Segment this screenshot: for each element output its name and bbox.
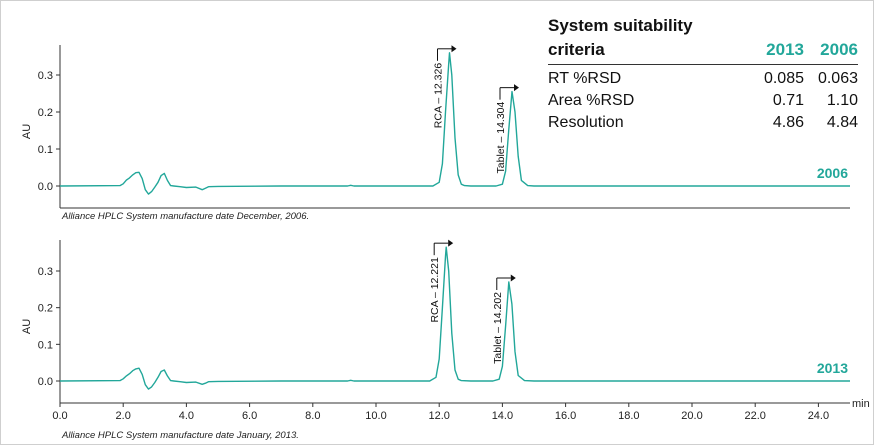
x-tick-label: 16.0 [555, 410, 576, 422]
suitability-value-2006: 4.84 [826, 114, 858, 131]
suitability-header-row: criteria 2013 2006 [548, 40, 858, 65]
peak-annotation: Tablet – 14.202 [492, 274, 516, 364]
system-suitability-table: System suitability criteria 2013 2006 RT… [548, 14, 858, 134]
peak-arrow-head [510, 274, 516, 282]
x-tick-label: 22.0 [744, 410, 765, 422]
y-tick-label: 0.0 [38, 376, 53, 388]
y-tick-label: 0.2 [38, 303, 53, 315]
peak-arrow-head [448, 239, 454, 247]
series-year-label: 2013 [817, 360, 848, 376]
suitability-value-2013: 4.86 [772, 114, 804, 131]
x-tick-label: 10.0 [365, 410, 386, 422]
x-tick-label: 24.0 [808, 410, 829, 422]
x-tick-label: 4.0 [179, 410, 194, 422]
y-tick-label: 0.1 [38, 144, 53, 156]
chromatogram-trace-2013 [59, 246, 850, 390]
suitability-header-2006: 2006 [820, 40, 858, 59]
y-tick-label: 0.1 [38, 339, 53, 351]
suitability-header-2013: 2013 [766, 40, 804, 59]
peak-label: Tablet – 14.202 [492, 292, 504, 364]
y-tick-label: 0.2 [38, 107, 53, 119]
chromatogram-trace-2006 [59, 52, 850, 195]
peak-annotation: Tablet – 14.304 [495, 84, 520, 173]
panel-caption: Alliance HPLC System manufacture date Ja… [61, 430, 299, 441]
peak-arrow-head [451, 45, 457, 53]
suitability-row-label: RT %RSD [548, 70, 622, 87]
suitability-row-label: Resolution [548, 114, 624, 131]
x-tick-label: 2.0 [116, 410, 131, 422]
x-tick-label: 0.0 [52, 410, 67, 422]
x-tick-label: 6.0 [242, 410, 257, 422]
chromatogram-panel-2006: 0.0 0.1 0.2 0.3 AU RCA – 12.326 Tablet – 14.30… [21, 45, 850, 222]
series-year-label: 2006 [817, 165, 848, 181]
peak-label: Tablet – 14.304 [495, 101, 507, 173]
y-tick-label: 0.0 [38, 181, 53, 193]
panel-caption: Alliance HPLC System manufacture date De… [61, 211, 309, 222]
x-axis-unit-label: min [852, 398, 870, 410]
suitability-value-2013: 0.71 [772, 92, 804, 109]
suitability-header-criteria: criteria [548, 40, 605, 59]
chromatogram-panel-2013: 0.0 0.1 0.2 0.3 AU 0.0 2.0 4.0 6.0 8.0 10.0 12.0 14.… [21, 239, 870, 441]
peak-arrow-head [514, 84, 520, 92]
peak-annotation: RCA – 12.326 [433, 45, 457, 128]
y-tick-label: 0.3 [38, 266, 53, 278]
y-axis-label: AU [21, 319, 33, 334]
x-tick-label: 20.0 [681, 410, 702, 422]
suitability-body: RT %RSD 0.085 0.063 Area %RSD 0.71 1.10 … [548, 65, 858, 134]
peak-annotation: RCA – 12.221 [429, 239, 454, 323]
suitability-value-2013: 0.085 [763, 70, 804, 87]
peak-label: RCA – 12.221 [429, 257, 441, 323]
x-tick-label: 18.0 [618, 410, 639, 422]
x-tick-label: 14.0 [492, 410, 513, 422]
suitability-row-resolution: Resolution 4.86 4.84 [548, 112, 858, 134]
suitability-value-2006: 1.10 [826, 92, 858, 109]
suitability-value-2006: 0.063 [817, 70, 858, 87]
x-tick-label: 8.0 [305, 410, 320, 422]
y-axis-label: AU [21, 124, 33, 139]
peak-label: RCA – 12.326 [433, 63, 445, 129]
suitability-row-label: Area %RSD [548, 92, 635, 109]
y-tick-label: 0.3 [38, 70, 53, 82]
x-tick-label: 12.0 [428, 410, 449, 422]
suitability-row-area-rsd: Area %RSD 0.71 1.10 [548, 90, 858, 112]
suitability-title: System suitability [548, 16, 693, 35]
suitability-row-rt-rsd: RT %RSD 0.085 0.063 [548, 68, 858, 90]
